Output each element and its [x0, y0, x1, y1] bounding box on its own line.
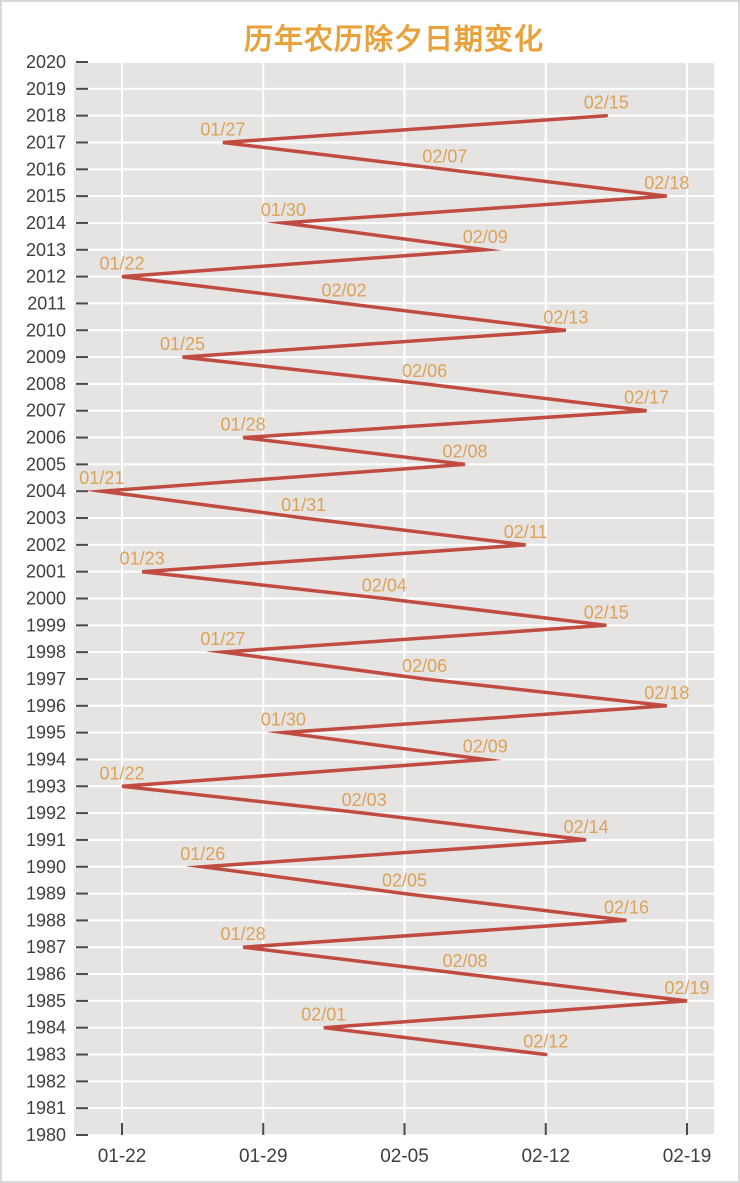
y-tick-label: 1981 — [26, 1098, 66, 1118]
data-point-label: 02/02 — [321, 280, 366, 300]
data-point-label: 02/16 — [604, 897, 649, 917]
y-tick-label: 2009 — [26, 347, 66, 367]
data-point-label: 02/01 — [301, 1005, 346, 1025]
data-point-label: 01/23 — [120, 549, 165, 569]
y-tick-label: 2013 — [26, 240, 66, 260]
x-tick-label: 02-19 — [663, 1146, 712, 1167]
x-tick-label: 02-12 — [521, 1146, 570, 1167]
y-tick-label: 2018 — [26, 106, 66, 126]
data-point-label: 02/19 — [664, 978, 709, 998]
y-tick-label: 2008 — [26, 374, 66, 394]
y-tick-label: 2004 — [26, 481, 66, 501]
data-point-label: 02/15 — [584, 602, 629, 622]
y-tick-label: 1998 — [26, 642, 66, 662]
y-tick-label: 2012 — [26, 267, 66, 287]
x-tick-label: 01-22 — [98, 1146, 147, 1167]
data-point-label: 01/26 — [180, 844, 225, 864]
data-point-label: 02/09 — [463, 227, 508, 247]
data-point-label: 01/27 — [200, 629, 245, 649]
y-tick-label: 1991 — [26, 830, 66, 850]
data-point-label: 01/28 — [221, 415, 266, 435]
data-point-label: 02/08 — [443, 441, 488, 461]
y-tick-label: 1989 — [26, 884, 66, 904]
data-point-label: 01/22 — [99, 254, 144, 274]
y-tick-label: 1980 — [26, 1125, 66, 1145]
x-tick-label: 01-29 — [239, 1146, 288, 1167]
x-tick-label: 02-05 — [380, 1146, 429, 1167]
y-tick-label: 2019 — [26, 79, 66, 99]
y-tick-label: 1984 — [26, 1018, 66, 1038]
y-tick-label: 2020 — [26, 52, 66, 72]
y-tick-label: 1995 — [26, 723, 66, 743]
data-point-label: 01/27 — [200, 119, 245, 139]
y-tick-label: 2001 — [26, 562, 66, 582]
y-tick-label: 2003 — [26, 508, 66, 528]
y-tick-label: 1988 — [26, 910, 66, 930]
series-line — [84, 113, 688, 1057]
y-tick-label: 2000 — [26, 589, 66, 609]
data-point-label: 02/13 — [543, 307, 588, 327]
y-tick-label: 1994 — [26, 749, 66, 769]
y-tick-label: 1993 — [26, 776, 66, 796]
y-tick-label: 1987 — [26, 937, 66, 957]
y-tick-label: 2010 — [26, 320, 66, 340]
y-tick-label: 2007 — [26, 401, 66, 421]
data-point-label: 01/25 — [160, 334, 205, 354]
data-point-label: 02/11 — [504, 522, 548, 542]
data-point-label: 01/30 — [261, 710, 306, 730]
data-point-label: 02/06 — [402, 361, 447, 381]
y-tick-label: 2002 — [26, 535, 66, 555]
y-tick-label: 1983 — [26, 1045, 66, 1065]
data-point-label: 02/12 — [523, 1032, 568, 1052]
data-point-label: 02/15 — [584, 93, 629, 113]
y-tick-label: 1985 — [26, 991, 66, 1011]
y-tick-label: 1990 — [26, 857, 66, 877]
data-point-label: 02/05 — [382, 871, 427, 891]
y-tick-label: 2014 — [26, 213, 66, 233]
data-point-label: 02/08 — [443, 951, 488, 971]
y-tick-label: 1996 — [26, 696, 66, 716]
y-tick-label: 1997 — [26, 669, 66, 689]
y-tick-label: 2017 — [26, 132, 66, 152]
data-point-label: 01/31 — [281, 495, 326, 515]
y-tick-label: 2016 — [26, 159, 66, 179]
y-tick-label: 1992 — [26, 803, 66, 823]
data-point-label: 02/04 — [362, 576, 407, 596]
y-tick-label: 1999 — [26, 615, 66, 635]
data-point-label: 01/30 — [261, 200, 306, 220]
y-tick-label: 1986 — [26, 964, 66, 984]
data-point-label: 01/22 — [99, 763, 144, 783]
y-tick-label: 2011 — [27, 293, 66, 313]
data-point-label: 02/18 — [644, 173, 689, 193]
y-tick-label: 1982 — [26, 1071, 66, 1091]
data-point-label: 02/09 — [463, 736, 508, 756]
y-tick-label: 2006 — [26, 428, 66, 448]
y-tick-label: 2005 — [26, 454, 66, 474]
data-point-label: 02/07 — [422, 146, 467, 166]
data-point-label: 02/03 — [342, 790, 387, 810]
y-tick-label: 2015 — [26, 186, 66, 206]
data-point-label: 02/14 — [564, 817, 609, 837]
data-point-label: 02/17 — [624, 388, 669, 408]
data-point-label: 02/18 — [644, 683, 689, 703]
data-point-label: 01/28 — [221, 924, 266, 944]
data-point-label: 02/06 — [402, 656, 447, 676]
data-point-label: 01/21 — [79, 468, 124, 488]
